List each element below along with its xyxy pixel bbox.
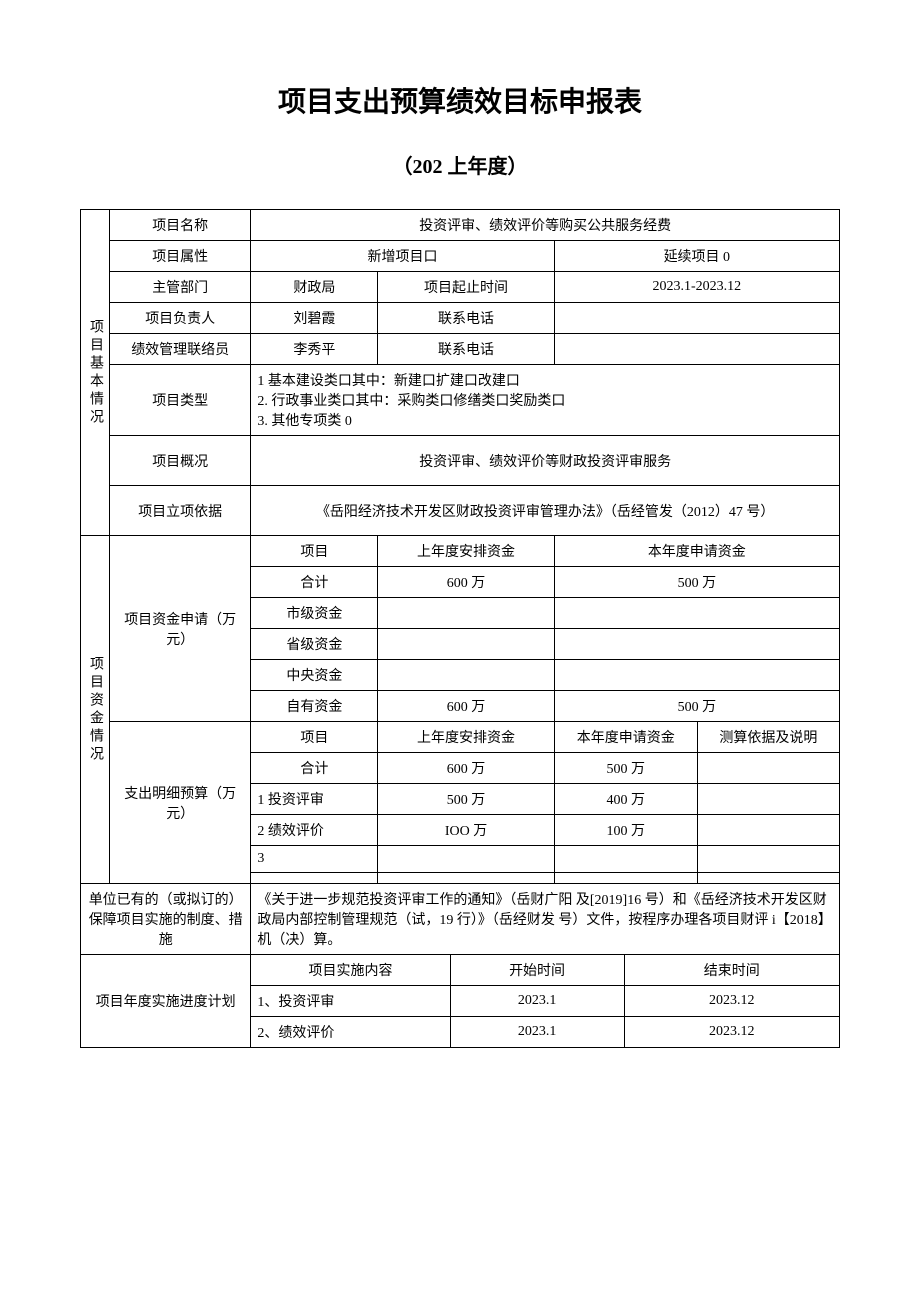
d2-label: 2 绩效评价	[251, 815, 378, 846]
total-last: 600 万	[378, 567, 554, 598]
leader-phone	[554, 303, 839, 334]
contact-phone	[554, 334, 839, 365]
own-last: 600 万	[378, 691, 554, 722]
period: 2023.1-2023.12	[554, 272, 839, 303]
basis-label: 项目立项依据	[110, 486, 251, 536]
main-table: 项目基本情况 项目名称 投资评审、绩效评价等购买公共服务经费 项目属性 新增项目…	[80, 209, 840, 1048]
detail-label: 支出明细预算（万元）	[110, 722, 251, 884]
leader-phone-label: 联系电话	[378, 303, 554, 334]
own-this: 500 万	[554, 691, 839, 722]
proj-name: 投资评审、绩效评价等购买公共服务经费	[251, 210, 840, 241]
d3-label: 3	[251, 846, 378, 873]
p2-name: 2、绩效评价	[251, 1017, 450, 1048]
type-text: 1 基本建设类口其中：新建口扩建口改建口 2. 行政事业类口其中：采购类口修缮类…	[251, 365, 840, 436]
own-label: 自有资金	[251, 691, 378, 722]
p2-start: 2023.1	[450, 1017, 624, 1048]
fund-apply-label: 项目资金申请（万元）	[110, 536, 251, 722]
d2-this: 100 万	[554, 815, 697, 846]
contact-phone-label: 联系电话	[378, 334, 554, 365]
d1-label: 1 投资评审	[251, 784, 378, 815]
d-total-label: 合计	[251, 753, 378, 784]
proj-attr-cont: 延续项目 0	[554, 241, 839, 272]
d1-this: 400 万	[554, 784, 697, 815]
measure-label: 单位已有的（或拟订的）保障项目实施的制度、措施	[81, 884, 251, 955]
basis: 《岳阳经济技术开发区财政投资评审管理办法》（岳经管发（2012）47 号）	[251, 486, 840, 536]
central-this	[554, 660, 839, 691]
d4-last	[378, 873, 554, 884]
proj-attr-new: 新增项目口	[251, 241, 554, 272]
central-last	[378, 660, 554, 691]
dept-label: 主管部门	[110, 272, 251, 303]
city-last	[378, 598, 554, 629]
total-this: 500 万	[554, 567, 839, 598]
overview: 投资评审、绩效评价等财政投资评审服务	[251, 436, 840, 486]
section-basic-label: 项目基本情况	[81, 210, 110, 536]
d-total-note	[697, 753, 839, 784]
proj-name-label: 项目名称	[110, 210, 251, 241]
fund-item-header: 项目	[251, 536, 378, 567]
plan-label: 项目年度实施进度计划	[81, 955, 251, 1048]
leader: 刘碧霞	[251, 303, 378, 334]
detail-note-header: 测算依据及说明	[697, 722, 839, 753]
d3-note	[697, 846, 839, 873]
p1-name: 1、投资评审	[251, 986, 450, 1017]
d2-last: IOO 万	[378, 815, 554, 846]
page-title: 项目支出预算绩效目标申报表	[80, 80, 840, 120]
d3-last	[378, 846, 554, 873]
measure-text: 《关于进一步规范投资评审工作的通知》（岳财广阳 及[2019]16 号）和《岳经…	[251, 884, 840, 955]
fund-this-header: 本年度申请资金	[554, 536, 839, 567]
period-label: 项目起止时间	[378, 272, 554, 303]
contact: 李秀平	[251, 334, 378, 365]
fund-last-header: 上年度安排资金	[378, 536, 554, 567]
type-label: 项目类型	[110, 365, 251, 436]
plan-start-header: 开始时间	[450, 955, 624, 986]
d3-this	[554, 846, 697, 873]
d-total-last: 600 万	[378, 753, 554, 784]
prov-last	[378, 629, 554, 660]
proj-attr-label: 项目属性	[110, 241, 251, 272]
d4-note	[697, 873, 839, 884]
d1-last: 500 万	[378, 784, 554, 815]
dept: 财政局	[251, 272, 378, 303]
p2-end: 2023.12	[624, 1017, 840, 1048]
detail-last-header: 上年度安排资金	[378, 722, 554, 753]
detail-item-header: 项目	[251, 722, 378, 753]
leader-label: 项目负责人	[110, 303, 251, 334]
d2-note	[697, 815, 839, 846]
city-label: 市级资金	[251, 598, 378, 629]
d1-note	[697, 784, 839, 815]
plan-end-header: 结束时间	[624, 955, 840, 986]
overview-label: 项目概况	[110, 436, 251, 486]
p1-start: 2023.1	[450, 986, 624, 1017]
section-fund-label: 项目资金情况	[81, 536, 110, 884]
d4-this	[554, 873, 697, 884]
total-label: 合计	[251, 567, 378, 598]
d4-label	[251, 873, 378, 884]
contact-label: 绩效管理联络员	[110, 334, 251, 365]
central-label: 中央资金	[251, 660, 378, 691]
prov-this	[554, 629, 839, 660]
d-total-this: 500 万	[554, 753, 697, 784]
p1-end: 2023.12	[624, 986, 840, 1017]
page-subtitle: （202 上年度）	[80, 150, 840, 179]
city-this	[554, 598, 839, 629]
detail-this-header: 本年度申请资金	[554, 722, 697, 753]
prov-label: 省级资金	[251, 629, 378, 660]
plan-content-header: 项目实施内容	[251, 955, 450, 986]
